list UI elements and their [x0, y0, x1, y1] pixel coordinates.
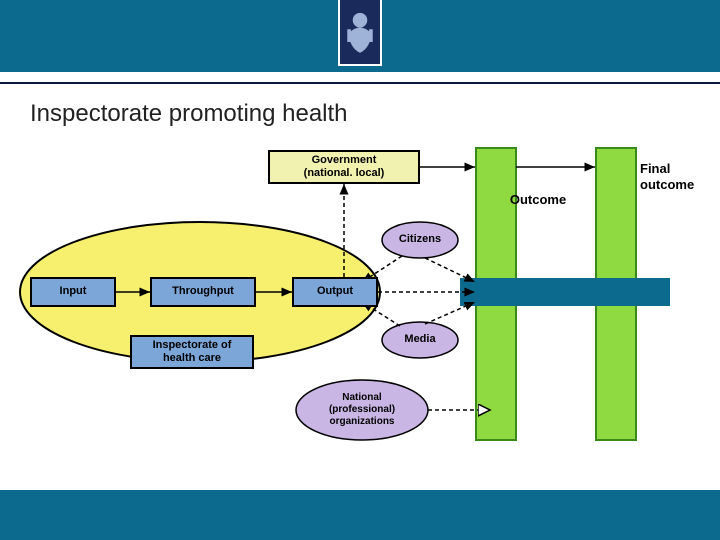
slide-title: Inspectorate promoting health — [30, 100, 348, 128]
diagram-canvas: Government (national. local) Input Through… — [0, 130, 720, 490]
box-government: Government (national. local) — [268, 150, 420, 184]
box-inspectorate: Inspectorate of health care — [130, 335, 254, 369]
bubble-national: National (professional) organizations — [296, 380, 428, 440]
box-input: Input — [30, 277, 116, 307]
header-underline — [0, 82, 720, 84]
label-outcome: Outcome — [498, 190, 578, 210]
bubble-media: Media — [382, 322, 458, 358]
crest-logo — [338, 0, 382, 66]
header-white-gap — [0, 72, 720, 82]
footer-band — [0, 490, 720, 540]
label-final-outcome: Final outcome — [640, 160, 710, 194]
box-output: Output — [292, 277, 378, 307]
bubble-citizens: Citizens — [382, 222, 458, 258]
box-throughput: Throughput — [150, 277, 256, 307]
